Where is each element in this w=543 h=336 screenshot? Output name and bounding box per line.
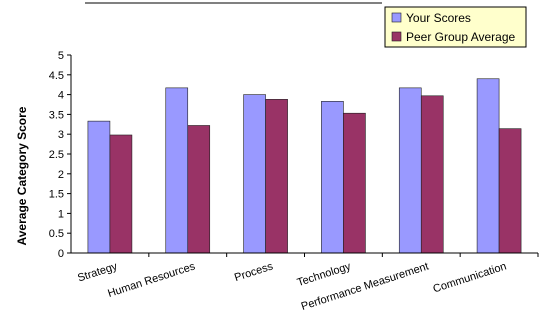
bar-value-label: 3.33 <box>88 108 109 120</box>
bar-value-label: 3.53 <box>344 100 365 112</box>
legend-swatch <box>391 12 402 23</box>
legend-box <box>384 6 527 48</box>
y-axis: 0 0.5 1 1.5 2 2.5 3 3.5 4 4.5 5 <box>49 50 72 260</box>
bar-peer-group-average <box>187 125 211 254</box>
legend: Your Scores Peer Group Average <box>384 6 527 48</box>
y-tick-label: 3 <box>58 129 64 141</box>
y-tick-label: 4 <box>58 90 64 102</box>
bar-value-label: 4.0 <box>247 82 262 94</box>
bar-value-label: 3.14 <box>499 116 520 128</box>
legend-entry-label: Peer Group Average <box>406 30 516 44</box>
y-tick-label: 1 <box>58 208 64 220</box>
bar-your-scores <box>165 87 189 254</box>
bar-value-label: 2.98 <box>110 122 131 134</box>
bar-value-label: 3.88 <box>266 86 287 98</box>
legend-entry-label: Your Scores <box>406 11 471 25</box>
y-tick-label: 4.5 <box>49 70 64 82</box>
bar-peer-group-average <box>109 134 133 254</box>
y-tick-label: 2 <box>58 169 64 181</box>
bar-peer-group-average <box>265 99 288 254</box>
x-category-label: Performance Measurement <box>300 260 430 313</box>
y-tick-label: 2.5 <box>49 149 64 161</box>
y-tick-label: 0 <box>58 248 64 260</box>
bar-peer-group-average <box>343 112 366 254</box>
bar-your-scores <box>321 101 344 254</box>
bar-your-scores <box>243 94 266 254</box>
bar-your-scores <box>87 120 111 254</box>
x-category-label: Human Resources <box>106 260 197 300</box>
bar-value-label: 4.4 <box>480 66 495 78</box>
y-tick-label: 0.5 <box>49 228 64 240</box>
x-category-label: Strategy <box>76 260 119 284</box>
bar-value-label: 3.97 <box>422 83 443 95</box>
legend-swatch <box>391 31 402 42</box>
bars-group <box>87 78 522 254</box>
bar-your-scores <box>398 87 422 254</box>
x-category-label: Technology <box>296 260 353 289</box>
bar-value-label: 4.17 <box>400 75 421 87</box>
bar-your-scores <box>476 78 500 254</box>
y-tick-label: 1.5 <box>49 189 64 201</box>
bar-peer-group-average <box>498 128 522 254</box>
y-tick-label: 3.5 <box>49 109 64 121</box>
bar-value-label: 3.83 <box>322 88 343 100</box>
x-category-label: Communication <box>432 260 508 295</box>
bar-peer-group-average <box>420 95 444 254</box>
bar-value-label: 4.17 <box>166 75 187 87</box>
bar-value-label: 3.22 <box>188 112 209 124</box>
x-category-label: Process <box>233 260 275 284</box>
y-axis-label: Average Category Score <box>15 106 29 245</box>
y-tick-label: 5 <box>58 50 64 62</box>
data-labels-group: 3.332.984.173.224.0 3.88 3.833.534.173.974… <box>88 66 521 134</box>
